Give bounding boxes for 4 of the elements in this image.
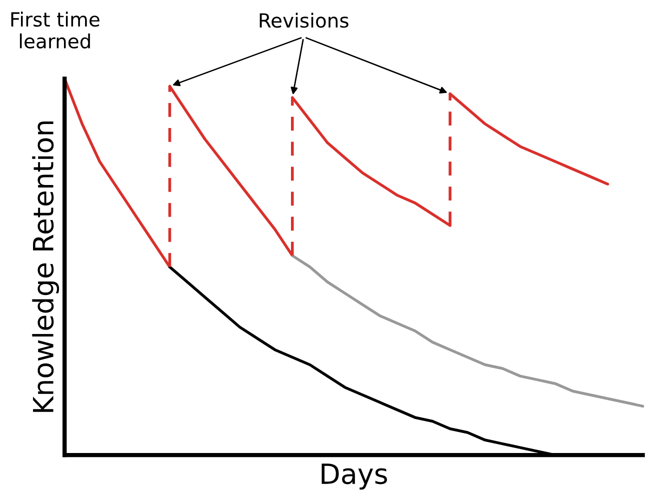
text: Revisions	[260, 12, 348, 28]
text: First time learned	[11, 12, 100, 49]
y-axis-title: Knowledge Retention	[32, 122, 60, 412]
x-axis-title: Days	[322, 464, 387, 490]
